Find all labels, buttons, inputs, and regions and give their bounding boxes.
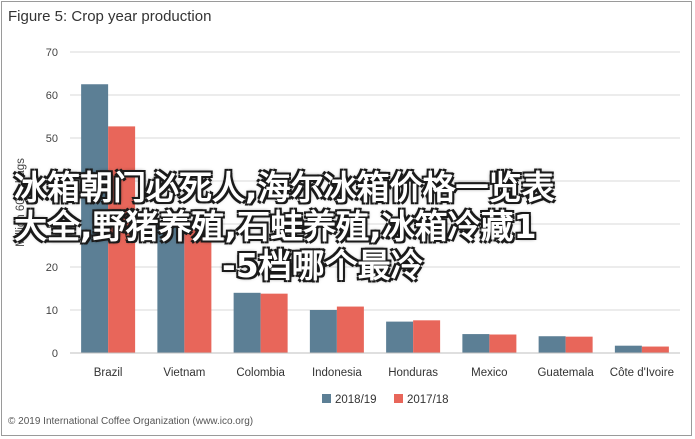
bar-2017-18 xyxy=(413,320,441,353)
x-tick-label: Indonesia xyxy=(312,367,362,379)
y-tick-label: 10 xyxy=(46,305,58,317)
y-tick-label: 40 xyxy=(46,176,58,188)
bar-2017-18 xyxy=(641,346,669,353)
bar-2017-18 xyxy=(489,334,517,353)
legend-swatch xyxy=(322,394,331,403)
y-tick-label: 20 xyxy=(46,262,58,274)
legend-entry: 2018/19 xyxy=(335,394,377,406)
x-tick-label: Côte d'Ivoire xyxy=(610,367,674,379)
y-axis-label: Million 60kg bags xyxy=(15,158,27,247)
bar-2017-18 xyxy=(336,306,364,353)
overlay-line-1: 冰箱朝门必死人,海尔冰箱价格一览表 xyxy=(14,168,555,207)
bar-2018-19 xyxy=(157,224,185,353)
y-tick-label: 0 xyxy=(52,348,58,360)
legend-entry: 2017/18 xyxy=(407,394,449,406)
x-tick-label: Colombia xyxy=(236,367,285,379)
bar-2017-18 xyxy=(184,226,212,353)
overlay-watermark-text: 冰箱朝门必死人,海尔冰箱价格一览表 大全,野猪养殖,石蛙养殖,冰箱冷藏1 -5档… xyxy=(14,168,654,285)
bar-2018-19 xyxy=(309,310,337,353)
x-tick-label: Honduras xyxy=(388,367,438,379)
bar-2017-18 xyxy=(260,293,288,353)
x-axis-ticks: Brazil Vietnam Colombia Indonesia Honduras Me… xyxy=(94,367,674,379)
overlay-line-3: -5档哪个最冷 xyxy=(222,246,424,285)
legend: 2018/19 2017/18 xyxy=(322,394,449,406)
y-tick-label: 50 xyxy=(46,133,58,145)
x-tick-label: Mexico xyxy=(471,367,507,379)
bar-2018-19 xyxy=(233,292,261,353)
bar-2018-19 xyxy=(386,321,414,353)
bar-2017-18 xyxy=(108,126,136,353)
legend-swatch xyxy=(394,394,403,403)
overlay-line-2: 大全,野猪养殖,石蛙养殖,冰箱冷藏1 xyxy=(14,207,537,246)
bar-2017-18 xyxy=(565,336,593,353)
bars xyxy=(81,84,669,353)
y-tick-label: 70 xyxy=(46,47,58,59)
x-tick-label: Vietnam xyxy=(163,367,205,379)
bar-2018-19 xyxy=(614,345,642,353)
x-tick-label: Guatemala xyxy=(537,367,594,379)
bar-2018-19 xyxy=(81,84,109,353)
y-axis-ticks: 0 10 20 30 40 50 60 70 xyxy=(46,47,58,360)
x-tick-label: Brazil xyxy=(94,367,123,379)
copyright-footer: © 2019 International Coffee Organization… xyxy=(8,416,254,427)
y-tick-label: 60 xyxy=(46,90,58,102)
bar-2018-19 xyxy=(538,336,566,353)
chart-title: Figure 5: Crop year production xyxy=(8,8,212,25)
y-tick-label: 30 xyxy=(46,219,58,231)
bar-2018-19 xyxy=(462,334,490,353)
